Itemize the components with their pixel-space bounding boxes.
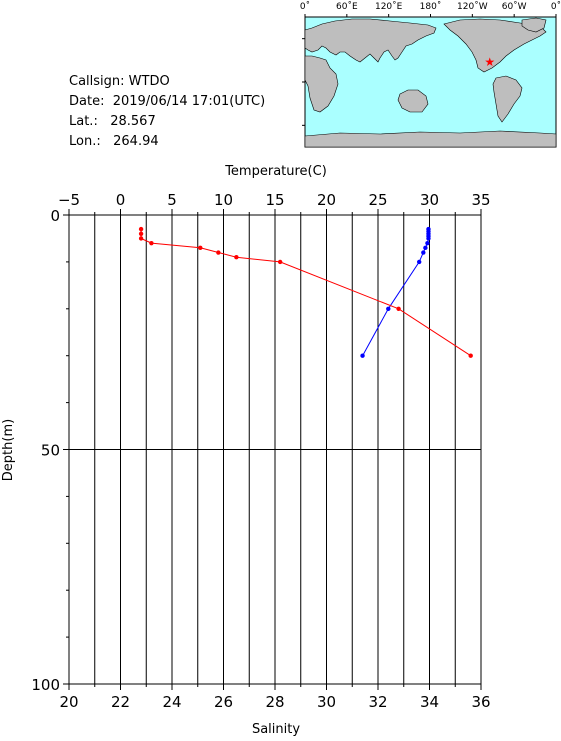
map-lon-tick-label: 120˚W bbox=[457, 1, 488, 12]
salinity-data-point bbox=[469, 354, 473, 358]
map-lon-ticks: 0˚ 60˚E 120˚E 180˚ 120˚W 60˚W 0˚ bbox=[300, 1, 561, 17]
map-lon-tick-label: 0˚ bbox=[551, 1, 561, 12]
temperature-ticks: −5 0 5 10 15 20 25 30 35 bbox=[58, 191, 491, 215]
depth-tick-label: 0 bbox=[50, 207, 60, 225]
temperature-tick-label: 30 bbox=[420, 191, 439, 209]
temperature-tick-label: 20 bbox=[317, 191, 336, 209]
salinity-data-point bbox=[216, 250, 220, 254]
temperature-tick-label: 35 bbox=[471, 191, 490, 209]
salinity-data-point bbox=[139, 236, 143, 240]
salinity-profile-line bbox=[141, 229, 471, 356]
salinity-tick-label: 32 bbox=[368, 693, 387, 711]
map-lon-tick-label: 180˚ bbox=[420, 1, 442, 12]
temperature-data-point bbox=[386, 307, 390, 311]
salinity-data-point bbox=[149, 241, 153, 245]
temperature-data-point bbox=[425, 241, 429, 245]
salinity-data-point bbox=[139, 227, 143, 231]
salinity-tick-label: 36 bbox=[471, 693, 490, 711]
temperature-tick-label: 5 bbox=[167, 191, 177, 209]
salinity-data-point bbox=[234, 255, 238, 259]
salinity-data-point bbox=[278, 260, 282, 264]
date-value: 2019/06/14 17:01(UTC) bbox=[113, 94, 265, 109]
date-row: Date: 2019/06/14 17:01(UTC) bbox=[69, 92, 265, 112]
top-axis-label: Temperature(C) bbox=[224, 164, 327, 179]
temperature-data-point bbox=[426, 236, 430, 240]
salinity-ticks: 20 22 24 26 28 30 32 34 36 bbox=[59, 684, 490, 711]
temperature-data-point bbox=[417, 260, 421, 264]
temperature-data-point bbox=[360, 354, 364, 358]
depth-tick-label: 50 bbox=[41, 442, 60, 460]
bottom-axis-label: Salinity bbox=[252, 722, 300, 737]
map-lon-tick-label: 120˚E bbox=[375, 1, 403, 12]
map-lat-ticks: 60˚N0˚60˚S bbox=[300, 34, 305, 132]
callsign-value: WTDO bbox=[129, 74, 170, 89]
world-map-svg: ★ 0˚ 60˚E 120˚E 180˚ 120˚W 60˚W 0˚ 60˚N0˚60˚S bbox=[300, 0, 561, 160]
salinity-data-point bbox=[198, 246, 202, 250]
salinity-tick-label: 20 bbox=[59, 693, 78, 711]
salinity-tick-label: 24 bbox=[162, 693, 181, 711]
world-map: ★ 0˚ 60˚E 120˚E 180˚ 120˚W 60˚W 0˚ 60˚N0˚60˚S bbox=[300, 0, 561, 160]
map-lon-tick-label: 0˚ bbox=[300, 1, 310, 12]
temperature-profile-line bbox=[363, 229, 429, 356]
map-lon-tick-label: 60˚W bbox=[502, 1, 527, 12]
temperature-tick-label: 25 bbox=[368, 191, 387, 209]
y-axis-label: Depth(m) bbox=[1, 419, 16, 481]
temperature-tick-label: 10 bbox=[214, 191, 233, 209]
salinity-tick-label: 34 bbox=[420, 693, 439, 711]
series-layer bbox=[139, 227, 473, 358]
temperature-data-point bbox=[423, 246, 427, 250]
land-antarctica bbox=[305, 131, 556, 147]
salinity-tick-label: 30 bbox=[317, 693, 336, 711]
salinity-tick-label: 26 bbox=[214, 693, 233, 711]
lon-row: Lon.: 264.94 bbox=[69, 132, 265, 152]
callsign-label: Callsign: bbox=[69, 74, 125, 89]
chart-grid bbox=[69, 215, 481, 684]
station-info: Callsign: WTDO Date: 2019/06/14 17:01(UT… bbox=[69, 72, 265, 152]
lat-label: Lat.: bbox=[69, 114, 98, 129]
temperature-tick-label: 0 bbox=[116, 191, 126, 209]
lon-label: Lon.: bbox=[69, 134, 101, 149]
depth-ticks: 0 50 100 bbox=[31, 207, 69, 694]
salinity-data-point bbox=[139, 232, 143, 236]
salinity-tick-label: 28 bbox=[265, 693, 284, 711]
temperature-tick-label: −5 bbox=[58, 191, 80, 209]
star-icon: ★ bbox=[484, 55, 495, 69]
salinity-data-point bbox=[396, 307, 400, 311]
depth-tick-label: 100 bbox=[31, 676, 60, 694]
temperature-data-point bbox=[421, 250, 425, 254]
salinity-tick-label: 22 bbox=[111, 693, 130, 711]
map-lon-tick-label: 60˚E bbox=[336, 1, 358, 12]
temperature-tick-label: 15 bbox=[265, 191, 284, 209]
lon-value: 264.94 bbox=[113, 134, 159, 149]
date-label: Date: bbox=[69, 94, 104, 109]
lat-value: 28.567 bbox=[110, 114, 156, 129]
callsign-row: Callsign: WTDO bbox=[69, 72, 265, 92]
lat-row: Lat.: 28.567 bbox=[69, 112, 265, 132]
